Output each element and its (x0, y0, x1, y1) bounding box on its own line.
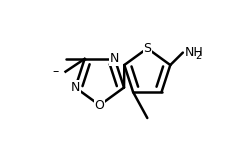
Text: 2: 2 (195, 51, 201, 61)
Text: S: S (143, 42, 151, 55)
Text: –: – (52, 65, 58, 78)
Text: N: N (110, 52, 119, 65)
Text: O: O (95, 99, 105, 112)
Text: N: N (71, 81, 80, 94)
Text: NH: NH (184, 46, 203, 59)
